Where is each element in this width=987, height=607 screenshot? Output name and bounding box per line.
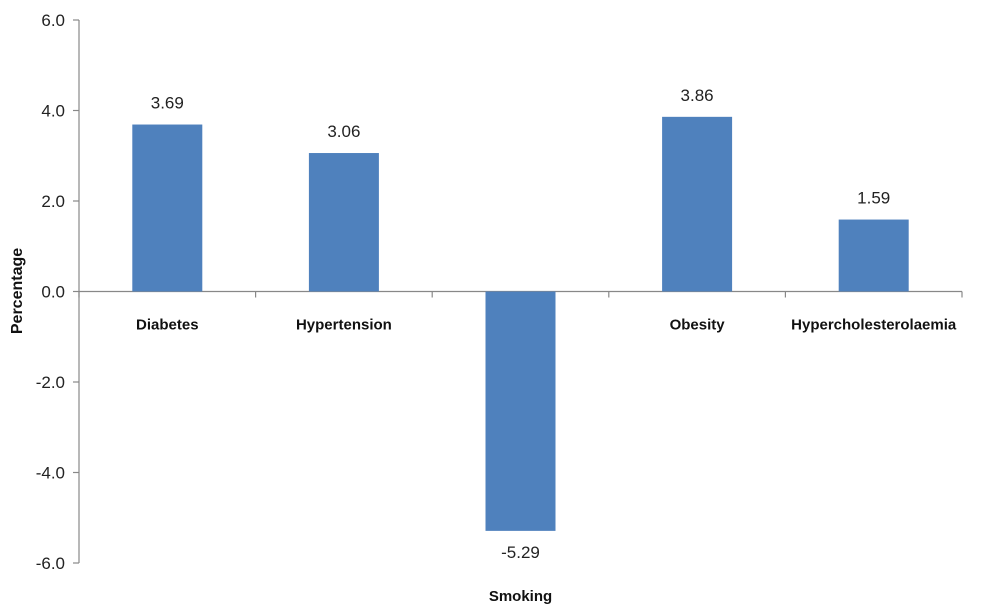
bar-hypertension	[308, 153, 379, 292]
category-label: Hypertension	[296, 317, 392, 334]
data-label: 3.69	[151, 94, 184, 113]
category-label: Diabetes	[136, 317, 199, 334]
y-axis-title: Percentage	[9, 248, 26, 334]
bar-obesity	[662, 116, 733, 292]
data-label: 1.59	[857, 189, 890, 208]
y-tick-label: 0.0	[41, 283, 65, 302]
category-label: Smoking	[489, 588, 552, 605]
y-tick-label: -4.0	[36, 464, 65, 483]
y-tick-label: -2.0	[36, 373, 65, 392]
bar-diabetes	[132, 124, 203, 292]
y-tick-label: -6.0	[36, 554, 65, 573]
category-label: Obesity	[670, 317, 726, 334]
y-tick-label: 6.0	[41, 11, 65, 30]
category-label: Hypercholesterolaemia	[791, 317, 957, 334]
y-axis: 6.0 4.0 2.0 0.0 -2.0 -4.0 -6.0	[36, 11, 80, 573]
bar-smoking	[485, 291, 556, 531]
data-label: 3.86	[681, 86, 714, 105]
data-labels: 3.69 3.06 -5.29 3.86 1.59	[151, 86, 890, 562]
bars	[132, 116, 909, 531]
y-tick-label: 2.0	[41, 192, 65, 211]
category-labels: Diabetes Hypertension Smoking Obesity Hyperc…	[136, 317, 957, 606]
data-label: -5.29	[501, 543, 540, 562]
bar-hypercholesterolaemia	[838, 219, 909, 292]
y-tick-label: 4.0	[41, 102, 65, 121]
data-label: 3.06	[327, 122, 360, 141]
